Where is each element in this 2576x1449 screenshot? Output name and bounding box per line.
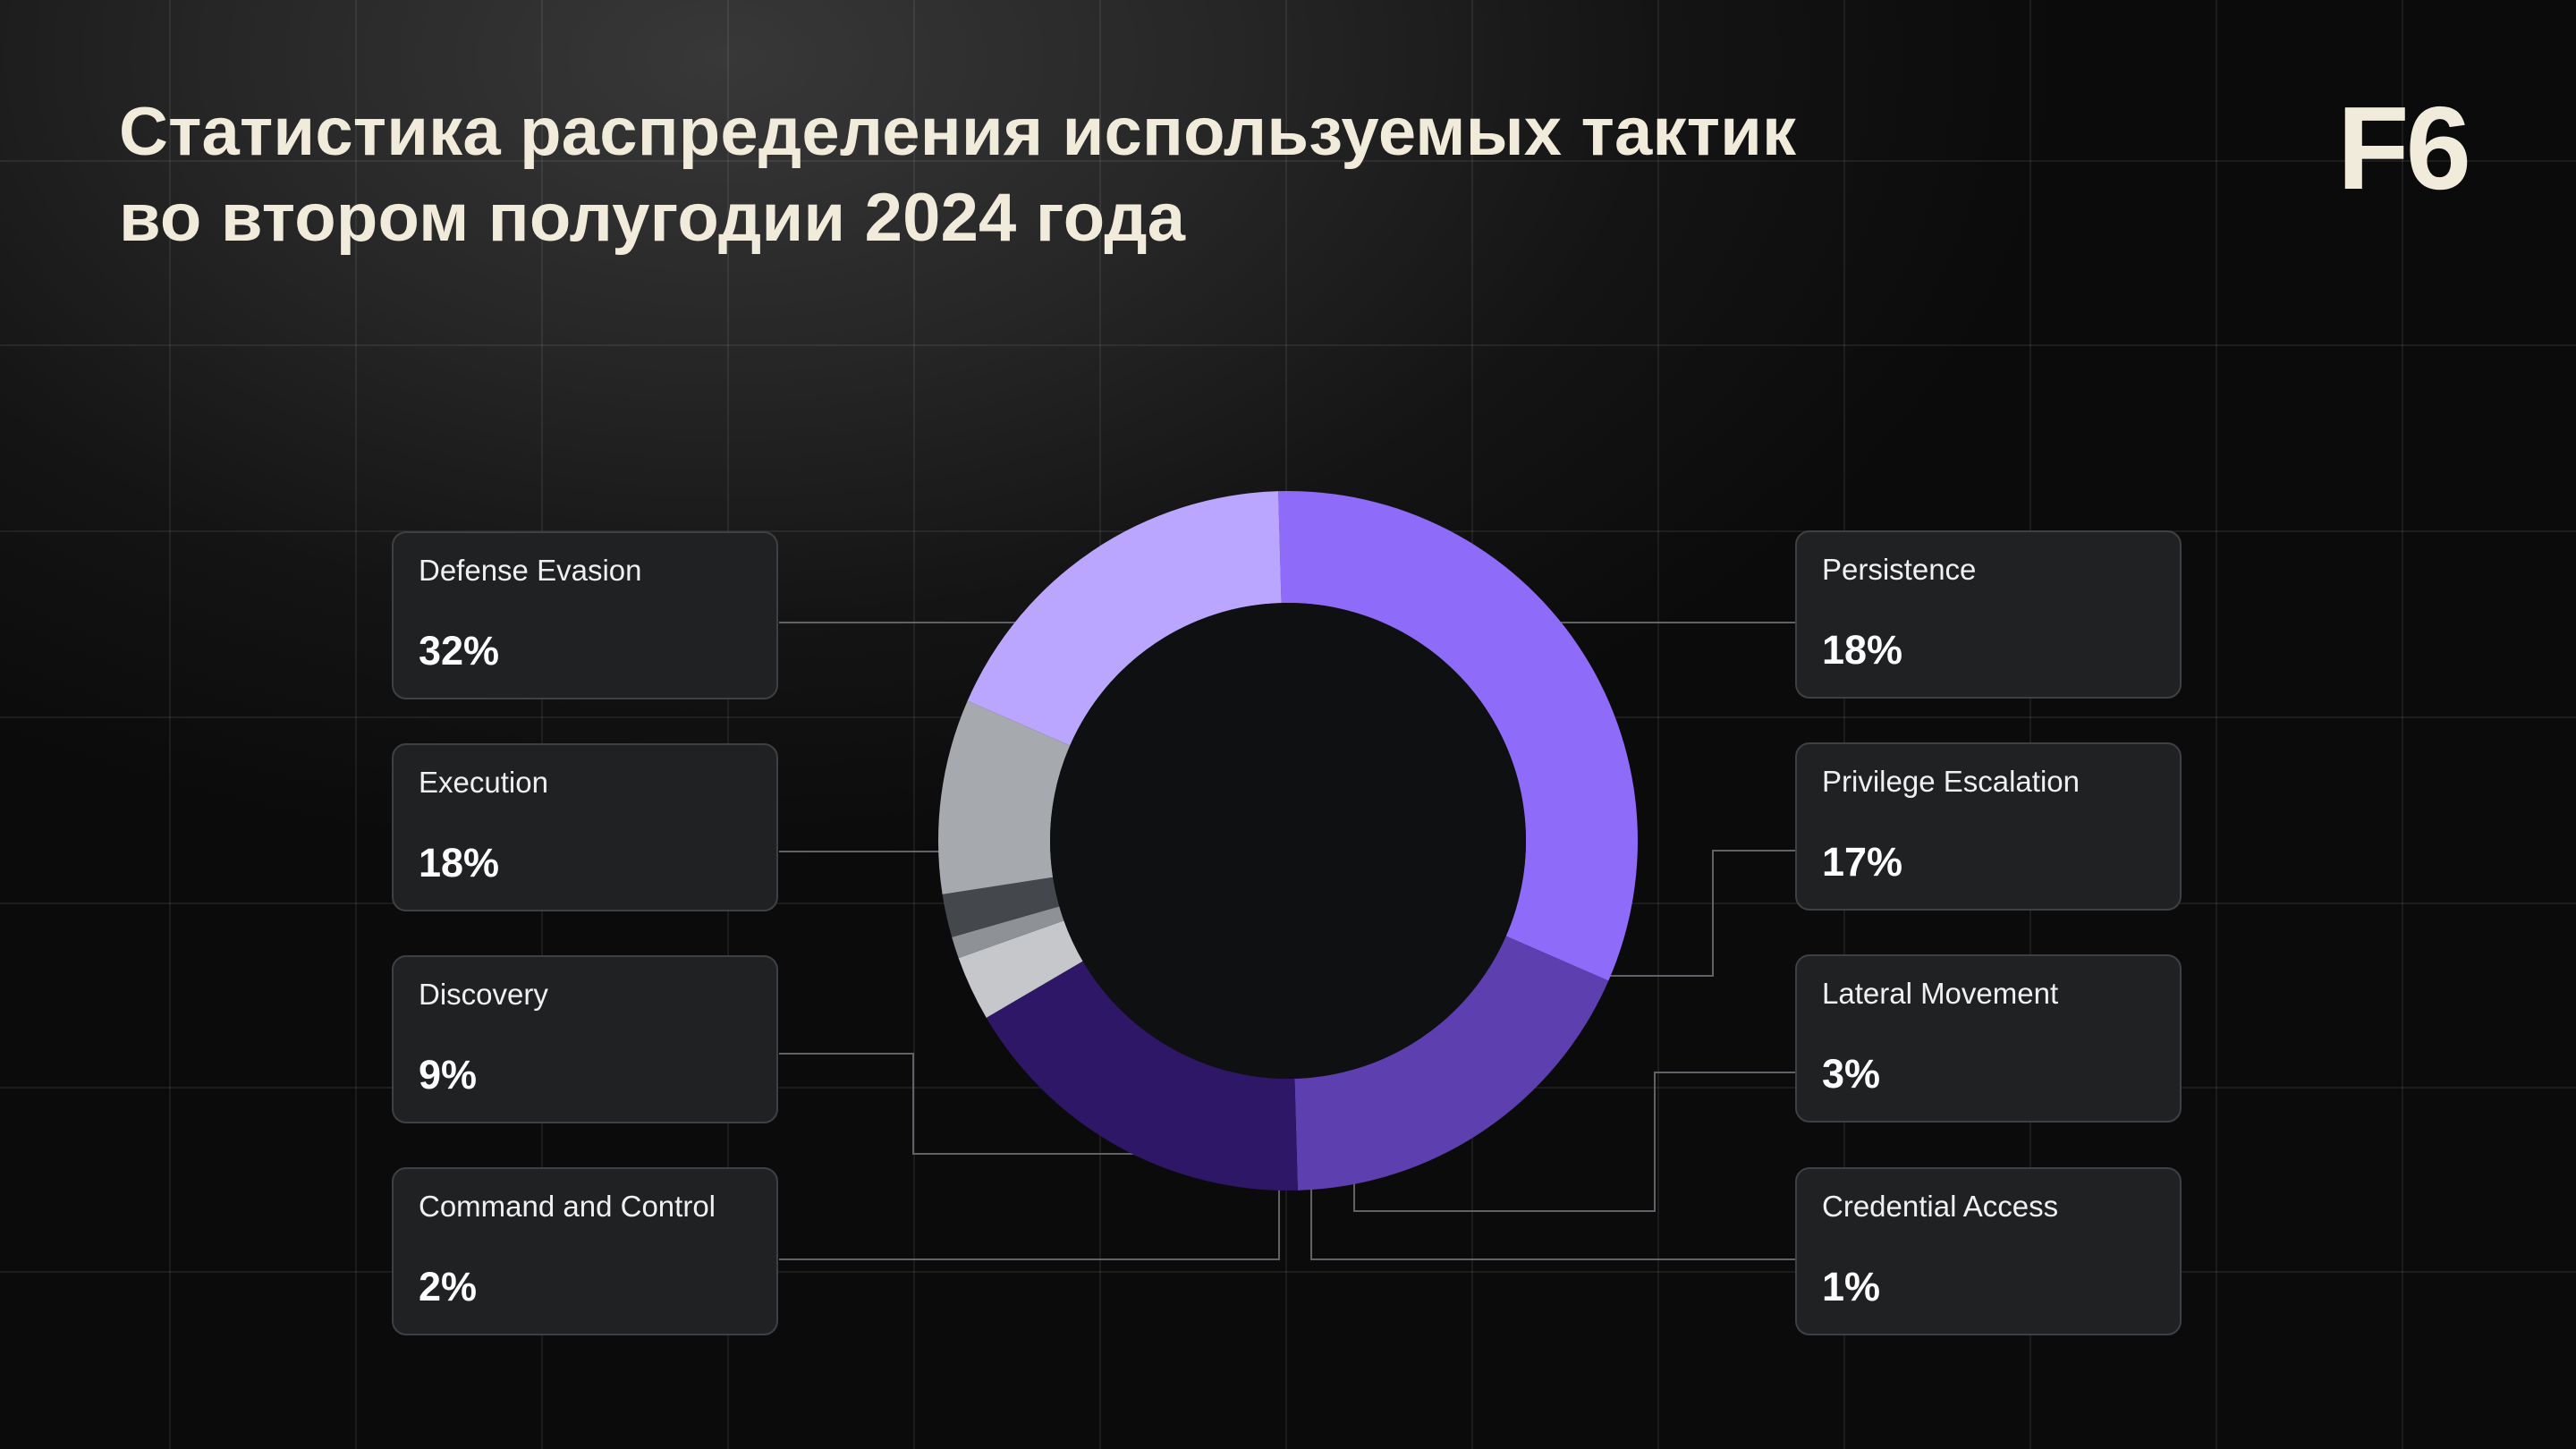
legend-label: Privilege Escalation [1822,765,2080,798]
donut-hole [1050,603,1526,1079]
donut-slice-command-and-control [942,877,1060,937]
connector-lateral-movement [1353,1072,1797,1212]
legend-value: 1% [1822,1264,1881,1309]
legend-label: Discovery [419,978,548,1011]
legend-value: 18% [419,840,500,886]
legend-label: Lateral Movement [1822,977,2059,1010]
legend-value: 9% [419,1052,478,1097]
connector-discovery [779,1053,1136,1155]
donut-slice-defense-evasion [1278,491,1639,981]
donut-slice-credential-access [952,906,1064,959]
legend-value: 32% [419,628,500,674]
legend-card-discovery: Discovery 9% [392,955,778,1123]
legend-value: 2% [419,1264,478,1309]
title-line-1: Статистика распределения используемых та… [119,94,1797,170]
page-title: Статистика распределения используемых та… [119,89,1908,261]
legend-label: Execution [419,766,548,799]
donut-slice-privilege-escalation [986,961,1298,1191]
legend-label: Command and Control [419,1190,716,1223]
donut-slice-execution [967,491,1282,746]
legend-card-credential-access: Credential Access 1% [1795,1167,2182,1335]
legend-card-defense-evasion: Defense Evasion 32% [392,531,778,699]
legend-label: Defense Evasion [419,554,642,587]
legend-label: Persistence [1822,553,1977,586]
connector-credential-access [1310,1190,1797,1260]
donut-slice-discovery [937,700,1071,894]
title-line-2: во втором полугодии 2024 года [119,180,1186,256]
legend-card-privilege-escalation: Privilege Escalation 17% [1795,742,2182,911]
legend-card-command-and-control: Command and Control 2% [392,1167,778,1335]
legend-label: Credential Access [1822,1190,2059,1223]
donut-slice-persistence [1294,936,1609,1191]
legend-card-execution: Execution 18% [392,743,778,911]
connector-lines [779,622,1797,1260]
legend-value: 3% [1822,1051,1881,1097]
f6-logo: F6 [2336,82,2471,214]
donut-slices [937,491,1639,1191]
legend-value: 17% [1822,839,1903,885]
legend-card-persistence: Persistence 18% [1795,530,2182,699]
legend-card-lateral-movement: Lateral Movement 3% [1795,954,2182,1123]
donut-slice-lateral-movement [958,920,1083,1018]
connector-privilege-escalation [1610,850,1797,977]
legend-value: 18% [1822,627,1903,673]
connector-command-and-control [779,1190,1280,1260]
